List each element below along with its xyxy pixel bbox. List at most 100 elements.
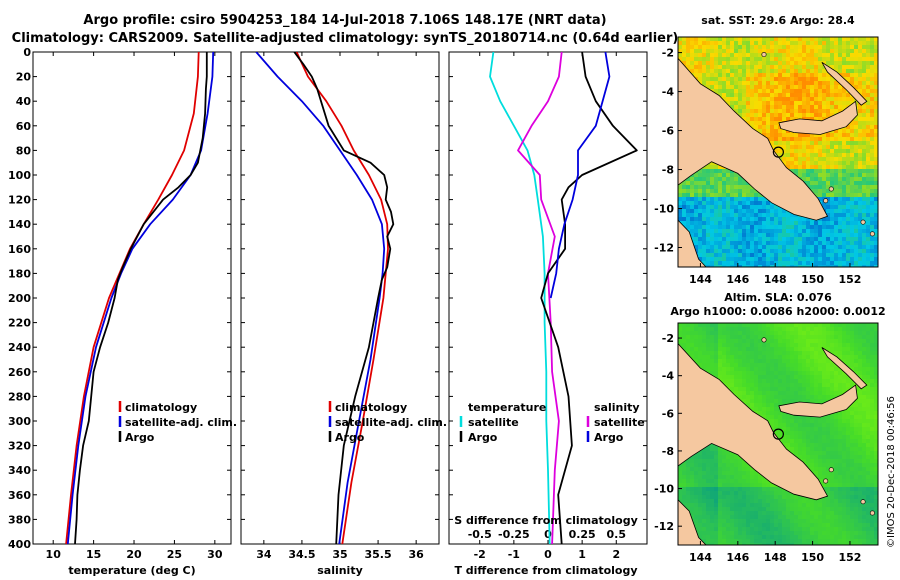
map-cell	[770, 69, 774, 73]
map-cell	[750, 367, 754, 371]
map-cell	[790, 225, 794, 229]
map-cell	[786, 237, 790, 241]
map-cell	[798, 323, 802, 327]
map-cell	[830, 173, 834, 177]
map-cell	[710, 265, 714, 267]
map-cell	[726, 73, 730, 77]
map-cell	[698, 455, 702, 459]
map-cell	[798, 65, 802, 69]
map-cell	[734, 41, 738, 45]
map-cell	[786, 49, 790, 53]
map-cell	[734, 359, 738, 363]
map-cell	[718, 483, 722, 487]
map-cell	[754, 117, 758, 121]
map-cell	[786, 37, 790, 41]
map-cell	[742, 261, 746, 265]
map-cell	[722, 169, 726, 173]
map-cell	[678, 339, 682, 343]
map-cell	[802, 431, 806, 435]
map-cell	[778, 327, 782, 331]
map-cell	[706, 323, 710, 327]
map-cell	[778, 141, 782, 145]
map-cell	[746, 209, 750, 213]
map-cell	[706, 367, 710, 371]
map-cell	[734, 61, 738, 65]
map-cell	[718, 495, 722, 499]
map-cell	[702, 331, 706, 335]
map-cell	[782, 531, 786, 535]
map-cell	[718, 209, 722, 213]
map-cell	[794, 395, 798, 399]
map-cell	[766, 233, 770, 237]
map-cell	[750, 519, 754, 523]
map-cell	[754, 41, 758, 45]
map-cell	[698, 181, 702, 185]
map-cell	[842, 93, 846, 97]
map-cell	[770, 109, 774, 113]
map-cell	[694, 217, 698, 221]
map-cell	[694, 495, 698, 499]
land-australia	[678, 219, 707, 267]
map-cell	[762, 41, 766, 45]
map-cell	[858, 145, 862, 149]
map-cell	[698, 483, 702, 487]
map-cell	[790, 359, 794, 363]
map-cell	[726, 499, 730, 503]
map-cell	[818, 145, 822, 149]
map-cell	[702, 245, 706, 249]
map-cell	[766, 355, 770, 359]
map-cell	[694, 53, 698, 57]
map-cell	[714, 81, 718, 85]
map-cell	[726, 97, 730, 101]
map-cell	[866, 145, 870, 149]
map-cell	[770, 395, 774, 399]
map-cell	[738, 467, 742, 471]
map-cell	[790, 375, 794, 379]
map-cell	[782, 77, 786, 81]
map-cell	[694, 459, 698, 463]
map-cell	[718, 205, 722, 209]
map-cell	[874, 73, 878, 77]
map-cell	[710, 491, 714, 495]
map-cell	[818, 181, 822, 185]
difference-legend: temperature satellite Argo salinity sate…	[459, 401, 645, 444]
map-cell	[742, 375, 746, 379]
map-cell	[706, 257, 710, 261]
map-cell	[806, 331, 810, 335]
map-cell	[730, 503, 734, 507]
map-cell	[810, 65, 814, 69]
map-cell	[850, 181, 854, 185]
map-cell	[802, 65, 806, 69]
map-cell	[866, 229, 870, 233]
map-cell	[766, 359, 770, 363]
map-cell	[870, 81, 874, 85]
map-cell	[826, 233, 830, 237]
map-cell	[766, 81, 770, 85]
map-cell	[766, 383, 770, 387]
map-cell	[758, 379, 762, 383]
map-cell	[742, 531, 746, 535]
map-cell	[770, 331, 774, 335]
map-cell	[838, 37, 842, 41]
map-cell	[866, 181, 870, 185]
map-cell	[742, 105, 746, 109]
s-tick-label: 0.5	[607, 528, 627, 541]
map-x-tick-label: 150	[801, 273, 824, 286]
map-cell	[710, 61, 714, 65]
map-cell	[866, 109, 870, 113]
map-cell	[734, 491, 738, 495]
map-cell	[802, 173, 806, 177]
map-cell	[750, 467, 754, 471]
map-cell	[870, 117, 874, 121]
map-cell	[750, 347, 754, 351]
map-cell	[798, 165, 802, 169]
map-cell	[678, 335, 682, 339]
map-cell	[770, 245, 774, 249]
map-cell	[830, 177, 834, 181]
map-cell	[830, 169, 834, 173]
map-cell	[814, 57, 818, 61]
map-cell	[786, 395, 790, 399]
map-cell	[814, 37, 818, 41]
map-cell	[758, 411, 762, 415]
map-cell	[838, 197, 842, 201]
